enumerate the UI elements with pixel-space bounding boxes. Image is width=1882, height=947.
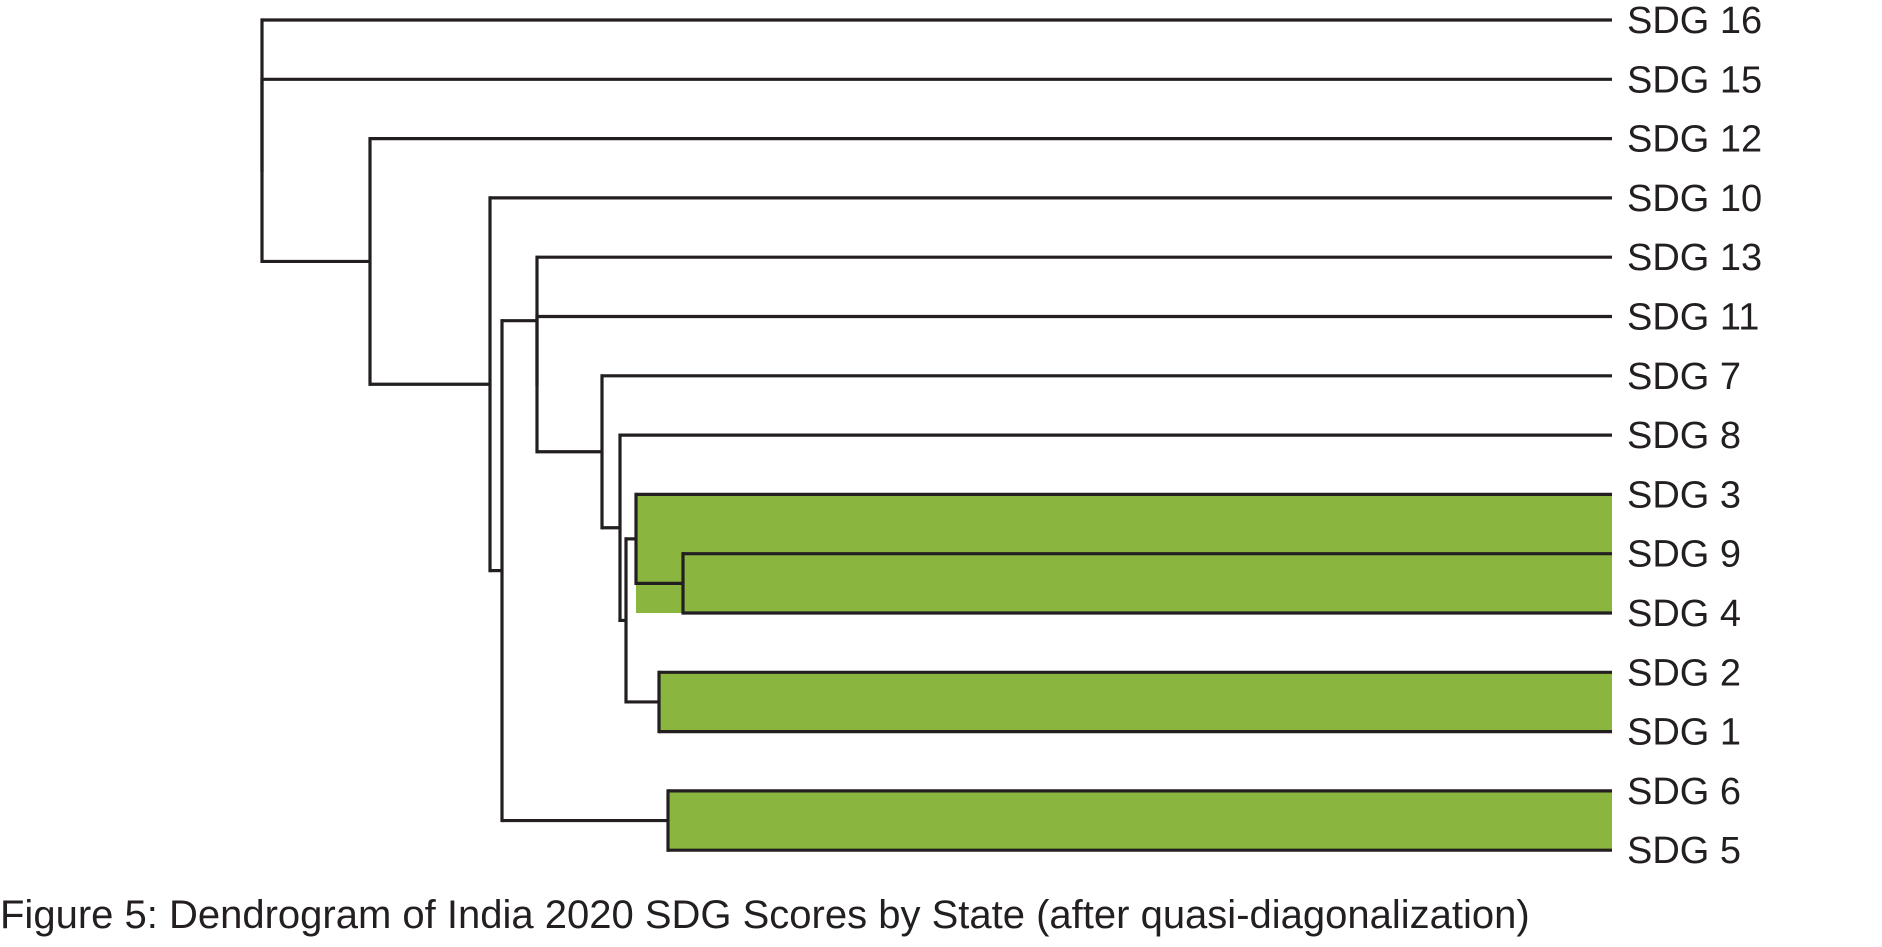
leaf-label: SDG 10 xyxy=(1627,178,1762,220)
dendrogram: SDG 16 SDG 15 SDG 12 SDG 10 SDG 13 SDG 11 SDG … xyxy=(260,0,1762,872)
figure-caption: Figure 5: Dendrogram of India 2020 SDG S… xyxy=(0,893,1530,937)
leaf-label: SDG 7 xyxy=(1627,356,1741,398)
leaf-label: SDG 1 xyxy=(1627,712,1741,754)
leaf-label: SDG 11 xyxy=(1627,297,1759,339)
highlight-cluster-fill xyxy=(668,790,1612,851)
highlight-cluster-fill xyxy=(683,553,1612,613)
leaf-label: SDG 4 xyxy=(1627,593,1741,635)
leaf-label: SDG 9 xyxy=(1627,534,1741,576)
leaf-label: SDG 2 xyxy=(1627,652,1741,694)
leaf-label: SDG 12 xyxy=(1627,119,1762,161)
dendrogram-links xyxy=(260,18,1612,852)
leaf-labels: SDG 16 SDG 15 SDG 12 SDG 10 SDG 13 SDG 11 SDG … xyxy=(1627,0,1762,872)
leaf-label: SDG 6 xyxy=(1627,771,1741,813)
highlight-cluster-fill xyxy=(659,672,1612,732)
leaf-label: SDG 5 xyxy=(1627,830,1741,872)
leaf-label: SDG 3 xyxy=(1627,474,1741,516)
leaf-label: SDG 13 xyxy=(1627,237,1762,279)
leaf-label: SDG 15 xyxy=(1627,59,1762,101)
leaf-label: SDG 16 xyxy=(1627,0,1762,42)
leaf-label: SDG 8 xyxy=(1627,415,1741,457)
